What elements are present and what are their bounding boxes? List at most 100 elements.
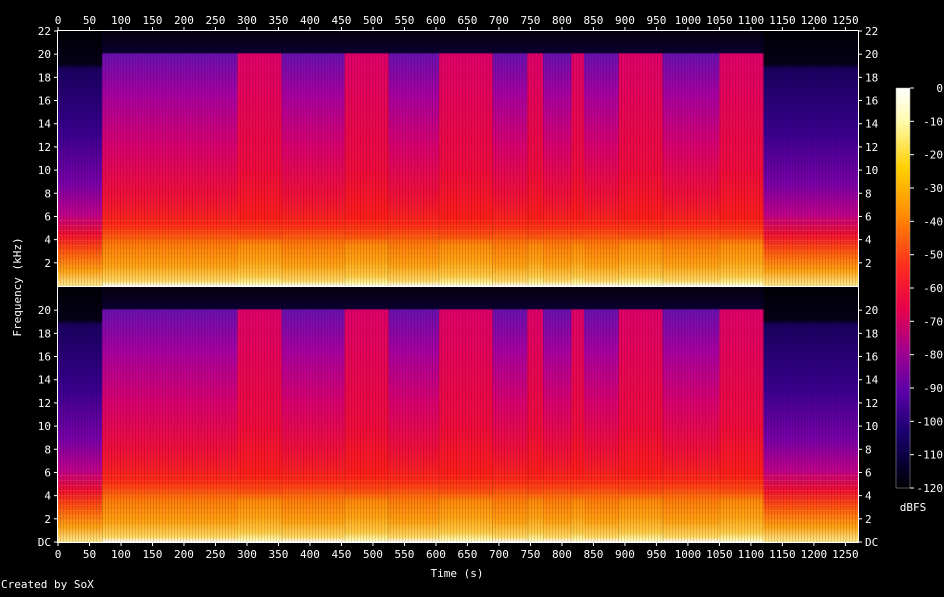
- y-tick-label-left: 8: [44, 443, 51, 456]
- y-tick-label-left: 2: [44, 513, 51, 526]
- y-tick-label-right: 12: [865, 397, 878, 410]
- y-tick-label-left: 16: [38, 351, 51, 364]
- colorbar-tick-label: -70: [923, 315, 943, 328]
- x-tick-label-bottom: 550: [395, 548, 415, 561]
- spectrogram-harmonics: [58, 216, 858, 286]
- x-tick-label-bottom: 1100: [738, 548, 765, 561]
- x-tick-label-bottom: 200: [174, 548, 194, 561]
- y-tick-label-left: 20: [38, 304, 51, 317]
- colorbar-tick-label: -100: [917, 415, 944, 428]
- x-tick-label-top: 700: [489, 14, 509, 27]
- y-tick-label-left: DC: [38, 536, 51, 549]
- x-tick-label-top: 300: [237, 14, 257, 27]
- colorbar-gradient: [895, 87, 911, 489]
- colorbar-tick-label: -90: [923, 382, 943, 395]
- x-axis-label: Time (s): [431, 567, 484, 580]
- y-tick-label-right: 18: [865, 71, 878, 84]
- x-tick-label-bottom: 50: [83, 548, 96, 561]
- x-tick-label-top: 750: [521, 14, 541, 27]
- x-tick-label-top: 500: [363, 14, 383, 27]
- y-tick-label-left: 6: [44, 210, 51, 223]
- x-tick-label-bottom: 100: [111, 548, 131, 561]
- x-axis-top: 0 50 100 150 200 250 300 350 400 450 500 550 600 650 7…: [55, 14, 859, 31]
- x-tick-label-top: 50: [83, 14, 96, 27]
- x-tick-label-top: 200: [174, 14, 194, 27]
- colorbar: 0 -10 -20 -30 -40 -50 -60 -70 -80 -90 -100 -110 -120…: [895, 82, 943, 514]
- y-tick-label-left: 4: [44, 234, 51, 247]
- y-tick-label-left: 16: [38, 95, 51, 108]
- x-tick-label-bottom: 1000: [675, 548, 702, 561]
- y-tick-label-left: 12: [38, 141, 51, 154]
- x-tick-label-top: 1050: [706, 14, 733, 27]
- y-tick-label-right: 14: [865, 118, 879, 131]
- x-tick-label-top: 250: [206, 14, 226, 27]
- y-tick-label-left: 18: [38, 327, 51, 340]
- y-tick-label-right: 12: [865, 141, 878, 154]
- y-tick-label-right: 22: [865, 25, 878, 38]
- credit-text: Created by SoX: [1, 578, 94, 591]
- colorbar-tick-label: -120: [917, 482, 944, 495]
- colorbar-tick-label: -30: [923, 182, 943, 195]
- x-tick-label-bottom: 300: [237, 548, 257, 561]
- y-tick-label-left: 2: [44, 257, 51, 270]
- y-tick-label-right: 8: [865, 443, 872, 456]
- colorbar-ticks: 0 -10 -20 -30 -40 -50 -60 -70 -80 -90 -100 -110 -120: [910, 82, 943, 495]
- x-tick-label-top: 400: [300, 14, 320, 27]
- x-tick-label-bottom: 150: [143, 548, 163, 561]
- spectrogram-harmonics: [58, 472, 858, 542]
- colorbar-tick-label: -20: [923, 149, 943, 162]
- x-tick-label-bottom: 800: [552, 548, 572, 561]
- y-tick-label-left: 12: [38, 397, 51, 410]
- colorbar-tick-label: -60: [923, 282, 943, 295]
- x-tick-label-bottom: 250: [206, 548, 226, 561]
- x-tick-label-bottom: 700: [489, 548, 509, 561]
- colorbar-tick-label: -10: [923, 115, 943, 128]
- y-tick-label-right: 2: [865, 257, 872, 270]
- x-tick-label-bottom: 1200: [801, 548, 828, 561]
- x-tick-label-top: 650: [458, 14, 478, 27]
- x-tick-label-bottom: 350: [269, 548, 289, 561]
- y-tick-label-right: 10: [865, 164, 878, 177]
- y-tick-label-left: 4: [44, 490, 51, 503]
- y-tick-label-right: 18: [865, 327, 878, 340]
- y-tick-label-right: 14: [865, 374, 879, 387]
- y-tick-label-right: 6: [865, 210, 872, 223]
- x-tick-label-bottom: 1250: [832, 548, 859, 561]
- x-tick-label-bottom: 1150: [769, 548, 796, 561]
- y-tick-label-right: 8: [865, 187, 872, 200]
- colorbar-tick-label: -80: [923, 349, 943, 362]
- y-tick-label-left: 20: [38, 48, 51, 61]
- y-tick-label-right: 16: [865, 351, 878, 364]
- colorbar-label: dBFS: [900, 501, 927, 514]
- x-tick-label-top: 1000: [675, 14, 702, 27]
- x-tick-label-top: 100: [111, 14, 131, 27]
- panel-frame-2: [57, 286, 859, 543]
- colorbar-tick-label: 0: [936, 82, 943, 95]
- y-tick-label-right: 10: [865, 420, 878, 433]
- y-tick-label-left: 6: [44, 466, 51, 479]
- x-tick-label-top: 0: [55, 14, 62, 27]
- x-tick-label-top: 1250: [832, 14, 859, 27]
- y-tick-label-left: 8: [44, 187, 51, 200]
- x-tick-label-bottom: 0: [55, 548, 62, 561]
- y-tick-label-right: 20: [865, 48, 878, 61]
- x-tick-label-top: 800: [552, 14, 572, 27]
- x-tick-label-top: 1100: [738, 14, 765, 27]
- x-tick-label-top: 950: [646, 14, 666, 27]
- colorbar-tick-label: -110: [917, 449, 944, 462]
- x-tick-label-top: 1200: [801, 14, 828, 27]
- y-tick-label-left: 10: [38, 164, 51, 177]
- y-tick-label-right: DC: [865, 536, 878, 549]
- x-tick-label-top: 850: [583, 14, 603, 27]
- x-tick-label-top: 450: [332, 14, 352, 27]
- x-tick-label-bottom: 950: [646, 548, 666, 561]
- x-tick-label-top: 350: [269, 14, 289, 27]
- y-tick-label-right: 20: [865, 304, 878, 317]
- y-tick-label-right: 4: [865, 234, 872, 247]
- y-tick-label-right: 6: [865, 466, 872, 479]
- x-tick-label-bottom: 450: [332, 548, 352, 561]
- y-tick-label-left: 18: [38, 71, 51, 84]
- spectrogram-panels: [58, 31, 858, 542]
